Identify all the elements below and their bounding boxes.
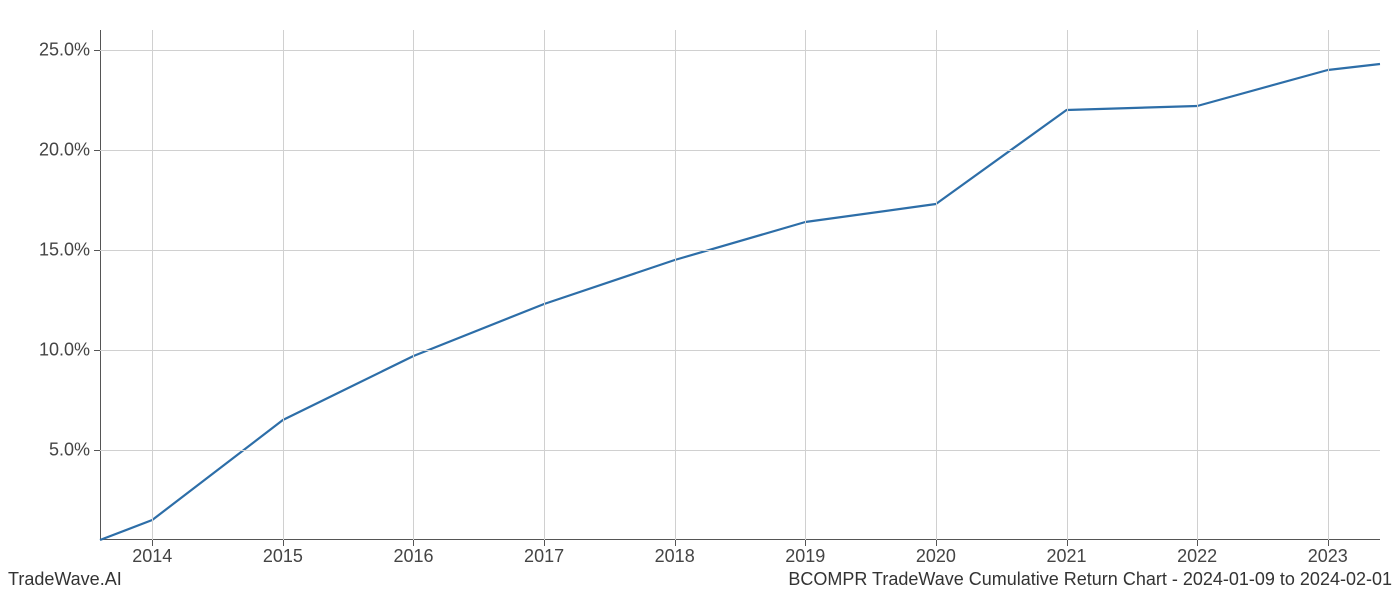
y-tick-mark — [94, 150, 100, 151]
y-tick-label: 25.0% — [39, 40, 90, 61]
line-series — [100, 30, 1380, 540]
grid-line-vertical — [805, 30, 806, 540]
y-tick-mark — [94, 450, 100, 451]
chart-container — [100, 30, 1380, 540]
x-tick-label: 2020 — [916, 546, 956, 567]
y-tick-label: 15.0% — [39, 240, 90, 261]
grid-line-horizontal — [100, 250, 1380, 251]
y-tick-mark — [94, 250, 100, 251]
x-tick-label: 2021 — [1046, 546, 1086, 567]
x-tick-label: 2018 — [655, 546, 695, 567]
grid-line-vertical — [544, 30, 545, 540]
plot-area — [100, 30, 1380, 540]
x-tick-label: 2022 — [1177, 546, 1217, 567]
x-tick-label: 2019 — [785, 546, 825, 567]
x-tick-label: 2016 — [393, 546, 433, 567]
grid-line-vertical — [283, 30, 284, 540]
grid-line-vertical — [1328, 30, 1329, 540]
x-tick-label: 2023 — [1308, 546, 1348, 567]
grid-line-horizontal — [100, 50, 1380, 51]
y-tick-mark — [94, 350, 100, 351]
footer-right-label: BCOMPR TradeWave Cumulative Return Chart… — [788, 569, 1392, 590]
x-tick-label: 2017 — [524, 546, 564, 567]
grid-line-horizontal — [100, 150, 1380, 151]
grid-line-vertical — [1197, 30, 1198, 540]
y-tick-label: 20.0% — [39, 140, 90, 161]
y-tick-label: 5.0% — [49, 440, 90, 461]
x-tick-label: 2015 — [263, 546, 303, 567]
y-tick-mark — [94, 50, 100, 51]
data-line — [100, 64, 1380, 540]
grid-line-vertical — [675, 30, 676, 540]
footer-left-label: TradeWave.AI — [8, 569, 122, 590]
grid-line-vertical — [936, 30, 937, 540]
x-tick-label: 2014 — [132, 546, 172, 567]
grid-line-vertical — [1067, 30, 1068, 540]
grid-line-vertical — [152, 30, 153, 540]
grid-line-vertical — [413, 30, 414, 540]
grid-line-horizontal — [100, 450, 1380, 451]
y-tick-label: 10.0% — [39, 340, 90, 361]
grid-line-horizontal — [100, 350, 1380, 351]
